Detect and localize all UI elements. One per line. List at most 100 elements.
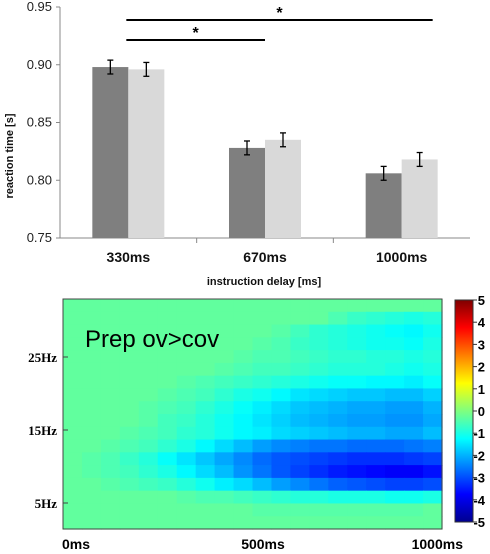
heatmap-cell bbox=[290, 490, 310, 505]
heatmap-cell bbox=[366, 362, 386, 377]
heatmap-cell bbox=[214, 452, 235, 466]
heatmap-cell bbox=[233, 516, 254, 530]
heatmap-cell bbox=[195, 452, 216, 466]
colorbar bbox=[454, 299, 474, 523]
heatmap-cell bbox=[309, 452, 329, 466]
heatmap-cell bbox=[423, 311, 443, 326]
heatmap-cell bbox=[309, 465, 329, 479]
heatmap-cell bbox=[233, 401, 254, 415]
heatmap-cell bbox=[214, 439, 235, 453]
heatmap-cell bbox=[176, 337, 197, 351]
colorbar-tick-label: 5 bbox=[478, 293, 485, 308]
heatmap-cell bbox=[252, 375, 273, 390]
bar bbox=[365, 173, 402, 238]
heatmap-cell bbox=[100, 337, 121, 351]
heatmap-cell bbox=[233, 439, 254, 453]
heatmap-cell bbox=[385, 350, 405, 364]
heatmap-cell bbox=[290, 324, 310, 338]
heatmap-cell bbox=[404, 465, 424, 479]
y-tick-label: 0.80 bbox=[27, 172, 52, 187]
heatmap-cell bbox=[138, 311, 159, 326]
heatmap-cell bbox=[328, 350, 348, 364]
heatmap-cell bbox=[271, 503, 291, 517]
heatmap-y-ticks: 25Hz 15Hz 5Hz bbox=[28, 350, 68, 511]
heatmap-cell bbox=[195, 477, 216, 492]
heatmap-cell bbox=[138, 452, 159, 466]
heatmap-cell bbox=[290, 375, 310, 390]
heatmap-cell bbox=[233, 311, 254, 326]
heatmap-cell bbox=[423, 388, 443, 402]
bar bbox=[128, 69, 165, 239]
heatmap-cell bbox=[157, 439, 178, 453]
heatmap-cell bbox=[423, 490, 443, 505]
heatmap-cell bbox=[81, 375, 102, 390]
heatmap-cell bbox=[233, 375, 254, 390]
heatmap-cell bbox=[347, 452, 367, 466]
heatmap-cell bbox=[81, 311, 102, 326]
heatmap-cell bbox=[404, 337, 424, 351]
heatmap-cell bbox=[63, 516, 83, 530]
heatmap-cell bbox=[347, 350, 367, 364]
heatmap-cell bbox=[347, 299, 367, 313]
heatmap-cell bbox=[366, 299, 386, 313]
heatmap-cell bbox=[347, 388, 367, 402]
heatmap-cell bbox=[195, 414, 216, 428]
bar bbox=[265, 139, 301, 238]
heatmap-cell bbox=[100, 375, 121, 390]
heatmap-cell bbox=[328, 465, 348, 479]
heatmap-cell bbox=[176, 477, 197, 492]
heatmap-cell bbox=[252, 452, 273, 466]
heatmap-cell bbox=[347, 375, 367, 390]
heatmap-cell bbox=[290, 426, 310, 441]
heatmap-cell bbox=[138, 375, 159, 390]
heatmap-cell bbox=[63, 490, 83, 505]
significance-star: * bbox=[193, 25, 200, 42]
colorbar-tick-label: 0 bbox=[478, 404, 485, 419]
heatmap-cell bbox=[176, 426, 197, 441]
heatmap-cell bbox=[63, 337, 83, 351]
heatmap-cell bbox=[157, 477, 178, 492]
heatmap-cell bbox=[347, 362, 367, 377]
heatmap-cell bbox=[423, 337, 443, 351]
heatmap-cell bbox=[328, 337, 348, 351]
heatmap-cell bbox=[290, 388, 310, 402]
bar bbox=[92, 67, 129, 238]
heatmap-x-tick-label: 0ms bbox=[62, 536, 90, 552]
heatmap-cell bbox=[81, 452, 102, 466]
heatmap-cell bbox=[63, 362, 83, 377]
heatmap-cell bbox=[309, 299, 329, 313]
heatmap-cell bbox=[195, 426, 216, 441]
heatmap-cell bbox=[385, 503, 405, 517]
heatmap-cell bbox=[347, 426, 367, 441]
heatmap-cell bbox=[138, 516, 159, 530]
heatmap-cell bbox=[176, 465, 197, 479]
heatmap-cell bbox=[119, 490, 140, 505]
colorbar-tick-label: 4 bbox=[478, 315, 486, 330]
significance-star: * bbox=[276, 5, 283, 22]
heatmap-cell bbox=[347, 439, 367, 453]
heatmap-cell bbox=[290, 401, 310, 415]
heatmap-cell bbox=[100, 350, 121, 364]
heatmap-cell bbox=[423, 452, 443, 466]
heatmap-cell bbox=[100, 388, 121, 402]
heatmap-cell bbox=[81, 299, 102, 313]
y-tick-label: 0.90 bbox=[27, 57, 52, 72]
heatmap-cell bbox=[366, 375, 386, 390]
heatmap-cell bbox=[138, 324, 159, 338]
heatmap-cell bbox=[328, 439, 348, 453]
heatmap-cell bbox=[252, 465, 273, 479]
heatmap-cell bbox=[100, 362, 121, 377]
heatmap-cell bbox=[81, 350, 102, 364]
heatmap-cell bbox=[385, 388, 405, 402]
y-tick-label: 0.95 bbox=[27, 0, 52, 14]
heatmap-cell bbox=[195, 324, 216, 338]
heatmap-cell bbox=[195, 311, 216, 326]
heatmap-cell bbox=[347, 503, 367, 517]
heatmap-cell bbox=[157, 465, 178, 479]
heatmap-cell bbox=[119, 324, 140, 338]
heatmap-cell bbox=[195, 439, 216, 453]
y-tick-label: 0.85 bbox=[27, 115, 52, 130]
heatmap-cell bbox=[81, 426, 102, 441]
heatmap-cell bbox=[423, 324, 443, 338]
heatmap-cell bbox=[233, 465, 254, 479]
